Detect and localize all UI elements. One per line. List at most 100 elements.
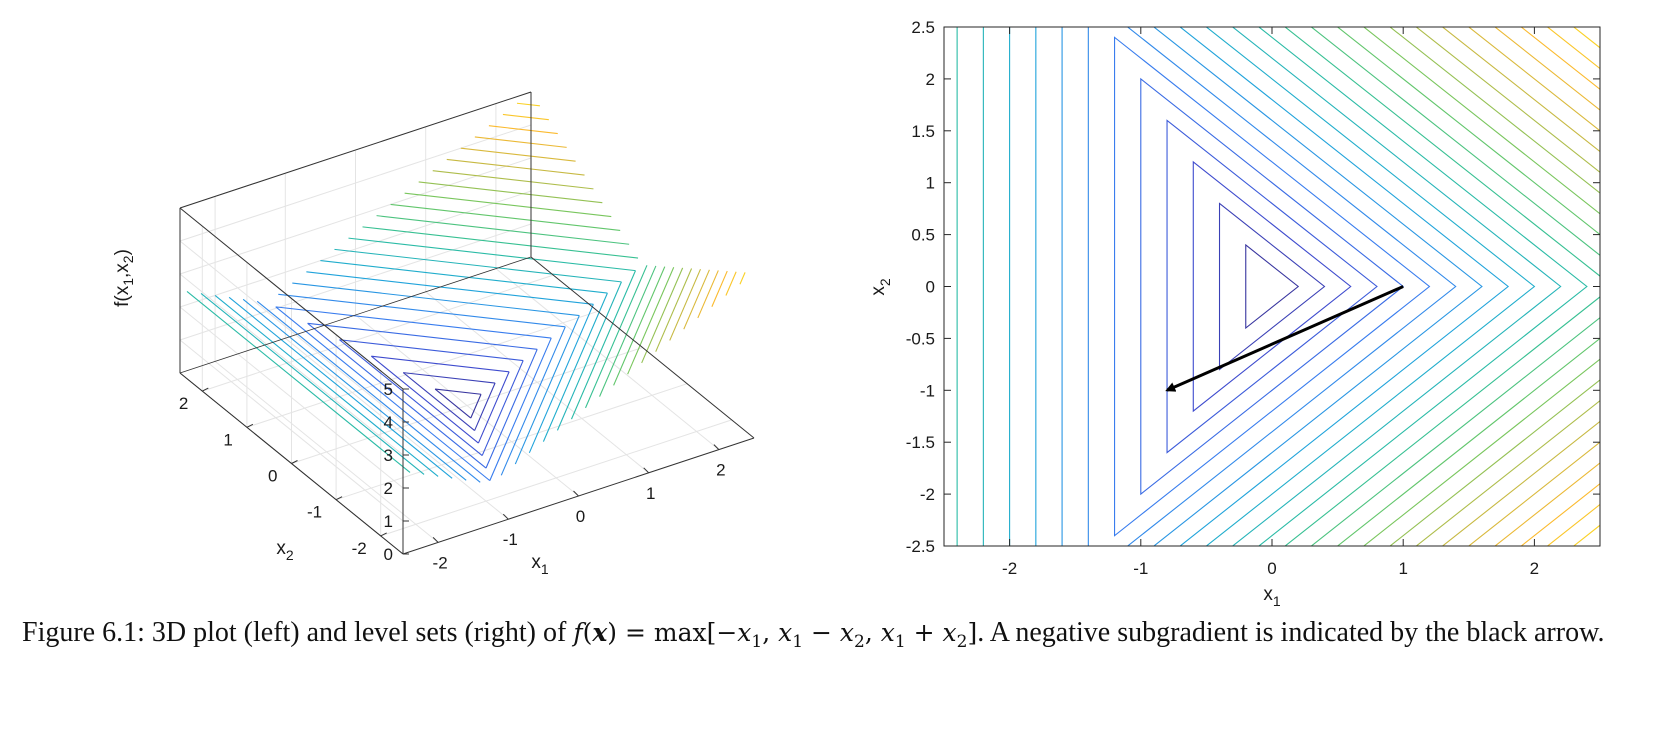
contour-xtick-label: 1 xyxy=(1398,559,1407,578)
caption-text-2: . A negative subgradient is indicated by… xyxy=(977,617,1605,648)
contour-ytick-label: -1 xyxy=(920,381,935,400)
surface-level-line xyxy=(371,355,510,373)
contour-level xyxy=(1218,202,1326,371)
surface-level-line xyxy=(514,315,580,465)
contour-ticks: 2.5 2 1.5 1 0.5 0 -0.5 -1 -1.5 -2 -2.5 -2 -1 0 1 2 xyxy=(906,18,1600,578)
surface-level-line xyxy=(502,113,549,121)
surface-level-line xyxy=(585,265,648,409)
contour-ytick-label: 0.5 xyxy=(911,226,935,245)
surface-level-line xyxy=(669,268,701,341)
surface-level-line xyxy=(403,372,496,384)
surface-level-line xyxy=(500,326,566,476)
contour-level xyxy=(1009,27,1536,546)
surface-level-line xyxy=(390,203,621,231)
surface-level-line xyxy=(292,282,580,317)
plot3d-xtick-label: 1 xyxy=(646,484,655,503)
plot3d-ylabel: x2 xyxy=(276,538,294,563)
plot3d-ztick-label: 5 xyxy=(384,380,393,399)
surface-level-line xyxy=(320,260,608,294)
surface-level-line xyxy=(474,136,567,148)
surface-level-line xyxy=(214,294,439,477)
surface-level-line xyxy=(460,147,576,162)
surface-level-line xyxy=(528,304,594,454)
surface-level-line xyxy=(488,125,558,135)
surface-level-line xyxy=(446,158,585,176)
contour-level xyxy=(1362,27,1600,546)
surface-level-line xyxy=(711,270,728,307)
plot3d-ytick-label: 2 xyxy=(179,394,188,413)
contour-ytick-label: -2.5 xyxy=(906,537,935,556)
plot3d-xtick-label: -2 xyxy=(433,553,448,572)
contour-ytick-label: 0 xyxy=(926,278,935,297)
contour-level xyxy=(1245,243,1300,330)
plot3d-ticks: 0 1 2 3 4 5 -2 -1 0 1 2 -2 -1 0 1 2 xyxy=(179,380,726,572)
contour-plot: 2.5 2 1.5 1 0.5 0 -0.5 -1 -1.5 -2 -2.5 -2 -1 0 1 2 x1 x… xyxy=(868,18,1601,609)
plot3d-ytick-label: 1 xyxy=(223,430,232,449)
contour-lines xyxy=(956,27,1600,546)
plot3d-xtick-label: 0 xyxy=(576,507,585,526)
surface-level-line xyxy=(242,298,467,481)
surface-level-line xyxy=(516,102,540,107)
contour-xtick-label: -1 xyxy=(1133,559,1148,578)
surface-level-line xyxy=(307,322,487,469)
surface-level-line xyxy=(275,306,552,339)
plot3d-ztick-label: 0 xyxy=(384,545,393,564)
contour-ytick-label: 2.5 xyxy=(911,18,935,37)
plot3d-ztick-label: 3 xyxy=(384,446,393,465)
plot3d-ztick-label: 2 xyxy=(384,479,393,498)
contour-axes-box xyxy=(943,26,1601,547)
contour-ylabel: x2 xyxy=(868,278,893,296)
contour-level xyxy=(1192,160,1352,413)
surface-level-line xyxy=(371,355,479,444)
contour-level xyxy=(1546,27,1600,546)
caption-label: Figure 6.1: xyxy=(22,617,145,648)
surface-level-line xyxy=(275,306,491,482)
contour-level xyxy=(1061,27,1483,546)
plot3d-xtick-label: -1 xyxy=(503,530,518,549)
contour-xtick-label: -2 xyxy=(1002,559,1017,578)
surface-level-line xyxy=(418,181,603,204)
surface-level-line xyxy=(599,265,657,397)
surface-level-line xyxy=(334,248,622,283)
contour-level xyxy=(1520,27,1600,546)
surface-level-line xyxy=(489,337,552,481)
plot3d-grid xyxy=(179,91,732,543)
surface-level-line xyxy=(470,394,482,419)
surface-level-line xyxy=(627,267,675,375)
surface-level-line xyxy=(434,388,472,419)
surface-level-line xyxy=(613,266,666,386)
surface-level-line xyxy=(200,293,425,475)
plot3d-xtick-label: 2 xyxy=(716,461,725,480)
surface-level-line xyxy=(339,339,483,457)
contour-level xyxy=(1572,27,1600,546)
surface-plot-3d: 0 1 2 3 4 5 -2 -1 0 1 2 -2 -1 0 1 2 f(x1,x2) x1 x2 xyxy=(112,91,755,577)
plot3d-surface-lines xyxy=(186,102,746,483)
surface-level-line xyxy=(570,270,636,420)
plot3d-ztick-label: 1 xyxy=(384,512,393,531)
plot3d-ztick-label: 4 xyxy=(384,413,393,432)
surface-level-line xyxy=(402,372,475,431)
surface-level-line xyxy=(725,271,737,296)
surface-level-line xyxy=(228,296,453,479)
caption-formula: f(x) = max[−x1, x1 − x2, x1 + x2] xyxy=(573,618,978,652)
surface-level-line xyxy=(435,388,482,395)
contour-level xyxy=(1389,27,1600,546)
surface-level-line xyxy=(306,271,594,305)
contour-ytick-label: -2 xyxy=(920,485,935,504)
surface-level-line xyxy=(641,267,684,364)
caption-text-1: 3D plot (left) and level sets (right) of xyxy=(151,617,567,648)
contour-level xyxy=(1087,27,1457,546)
surface-level-line xyxy=(542,292,608,442)
contour-level xyxy=(1114,36,1431,537)
surface-level-line xyxy=(477,371,510,444)
contour-ytick-label: -0.5 xyxy=(906,329,935,348)
figure-caption: Figure 6.1: 3D plot (left) and level set… xyxy=(22,614,1652,661)
surface-level-line xyxy=(655,268,693,352)
surface-level-line xyxy=(474,382,496,431)
surface-level-line xyxy=(481,360,524,456)
contour-xtick-label: 2 xyxy=(1530,559,1539,578)
surface-level-line xyxy=(404,192,612,218)
contour-ytick-label: 1 xyxy=(926,174,935,193)
surface-level-line xyxy=(186,291,411,473)
